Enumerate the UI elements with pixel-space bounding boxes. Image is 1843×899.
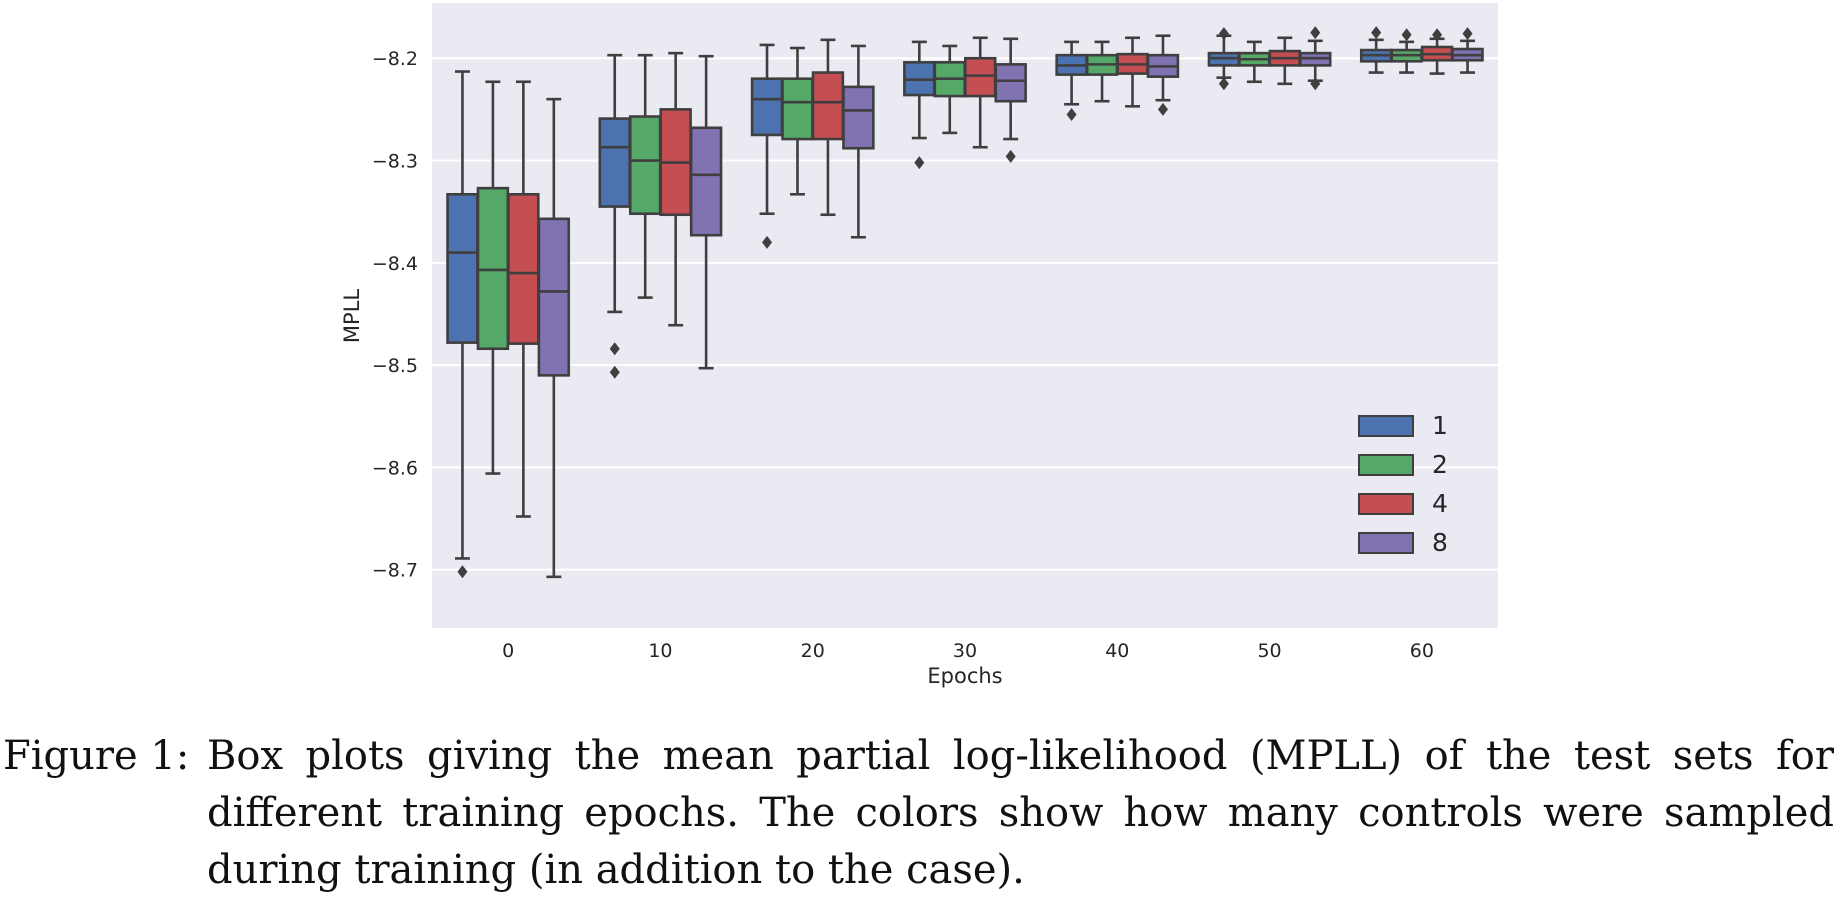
legend-swatch <box>1358 415 1414 437</box>
outlier-marker <box>1005 149 1016 163</box>
box-epoch-20-series-1 <box>750 43 784 249</box>
box-epoch-20-series-8 <box>842 44 875 239</box>
outlier-marker <box>609 342 620 356</box>
y-tick-label: −8.7 <box>372 560 418 582</box>
y-tick-label: −8.4 <box>372 253 418 275</box>
outlier-marker <box>762 235 773 249</box>
legend-label: 4 <box>1432 489 1448 518</box>
legend-label: 2 <box>1432 450 1448 479</box>
x-tick-labels: 0 10 20 30 40 50 60 <box>502 640 1434 662</box>
box-epoch-50-series-4 <box>1268 36 1302 86</box>
x-tick-label: 0 <box>502 640 514 662</box>
legend-swatch <box>1358 532 1414 554</box>
y-axis-label: MPLL <box>340 289 364 343</box>
box-epoch-60-series-1 <box>1359 26 1393 74</box>
box-iqr <box>537 217 571 377</box>
box-epoch-30-series-1 <box>903 40 936 170</box>
box-iqr <box>628 115 662 216</box>
outlier-marker <box>1462 27 1473 41</box>
box-epoch-40-series-1 <box>1055 40 1088 121</box>
outlier-marker <box>1401 28 1412 42</box>
box-epoch-30-series-8 <box>994 37 1027 163</box>
box-epoch-0-series-8 <box>537 97 571 579</box>
y-tick-label: −8.3 <box>372 151 418 173</box>
box-epoch-60-series-2 <box>1390 28 1423 74</box>
x-axis-label: Epochs <box>927 664 1002 688</box>
box-epoch-40-series-8 <box>1146 34 1180 116</box>
legend-swatch <box>1358 454 1414 476</box>
box-epoch-10-series-2 <box>628 53 662 299</box>
x-tick-label: 50 <box>1257 640 1281 662</box>
box-iqr <box>598 117 631 208</box>
x-tick-label: 10 <box>648 640 672 662</box>
x-tick-label: 40 <box>1105 640 1129 662</box>
box-epoch-40-series-4 <box>1116 36 1149 108</box>
x-tick-label: 30 <box>953 640 977 662</box>
legend-item-2: 2 <box>1358 450 1448 479</box>
box-epoch-30-series-2 <box>933 44 966 135</box>
box-iqr <box>689 126 723 237</box>
outlier-marker <box>1157 102 1168 116</box>
legend-item-4: 4 <box>1358 489 1448 518</box>
y-tick-labels: −8.2 −8.3 −8.4 −8.5 −8.6 −8.7 <box>372 48 418 581</box>
outlier-marker <box>1310 77 1321 91</box>
outlier-marker <box>609 365 620 379</box>
outlier-marker <box>1066 107 1077 121</box>
outlier-marker <box>457 565 468 579</box>
box-epoch-0-series-2 <box>476 80 510 475</box>
legend-label: 1 <box>1432 411 1448 440</box>
x-tick-label: 20 <box>801 640 825 662</box>
box-iqr <box>842 85 875 150</box>
legend-item-8: 8 <box>1358 528 1448 557</box>
legend-label: 8 <box>1432 528 1448 557</box>
y-tick-label: −8.6 <box>372 457 418 479</box>
outlier-marker <box>1218 27 1229 41</box>
outlier-marker <box>1432 28 1443 42</box>
legend-swatch <box>1358 493 1414 515</box>
legend: 1 2 4 8 <box>1358 411 1448 557</box>
box-iqr <box>781 77 814 141</box>
x-tick-label: 60 <box>1410 640 1434 662</box>
box-epoch-50-series-8 <box>1299 26 1332 91</box>
box-epoch-30-series-4 <box>964 36 997 149</box>
plot-area <box>432 3 1498 628</box>
box-epoch-10-series-1 <box>598 53 631 379</box>
box-epoch-10-series-8 <box>689 54 723 370</box>
legend-item-1: 1 <box>1358 411 1448 440</box>
box-iqr <box>476 186 510 351</box>
box-plot-chart: −8.2 −8.3 −8.4 −8.5 −8.6 −8.7 0 10 20 30 40 50 60 E… <box>340 3 1498 688</box>
caption-text: Box plots giving the mean partial log-li… <box>207 733 1834 893</box>
box-iqr <box>750 77 784 137</box>
box-iqr <box>507 192 540 345</box>
box-iqr <box>994 63 1027 103</box>
y-tick-label: −8.2 <box>372 48 418 70</box>
caption-label: Figure 1: <box>3 733 190 779</box>
y-tick-label: −8.5 <box>372 355 418 377</box>
outlier-marker <box>914 156 925 170</box>
box-iqr <box>446 192 479 344</box>
box-epoch-20-series-4 <box>811 38 845 217</box>
box-epoch-10-series-4 <box>659 51 692 327</box>
box-iqr <box>964 56 997 98</box>
box-groups <box>446 26 1484 579</box>
outlier-marker <box>1310 26 1321 40</box>
box-iqr <box>811 71 845 141</box>
outlier-marker <box>1218 77 1229 91</box>
box-epoch-50-series-1 <box>1207 27 1241 91</box>
outlier-marker <box>1371 26 1382 40</box>
box-epoch-60-series-8 <box>1451 27 1484 74</box>
